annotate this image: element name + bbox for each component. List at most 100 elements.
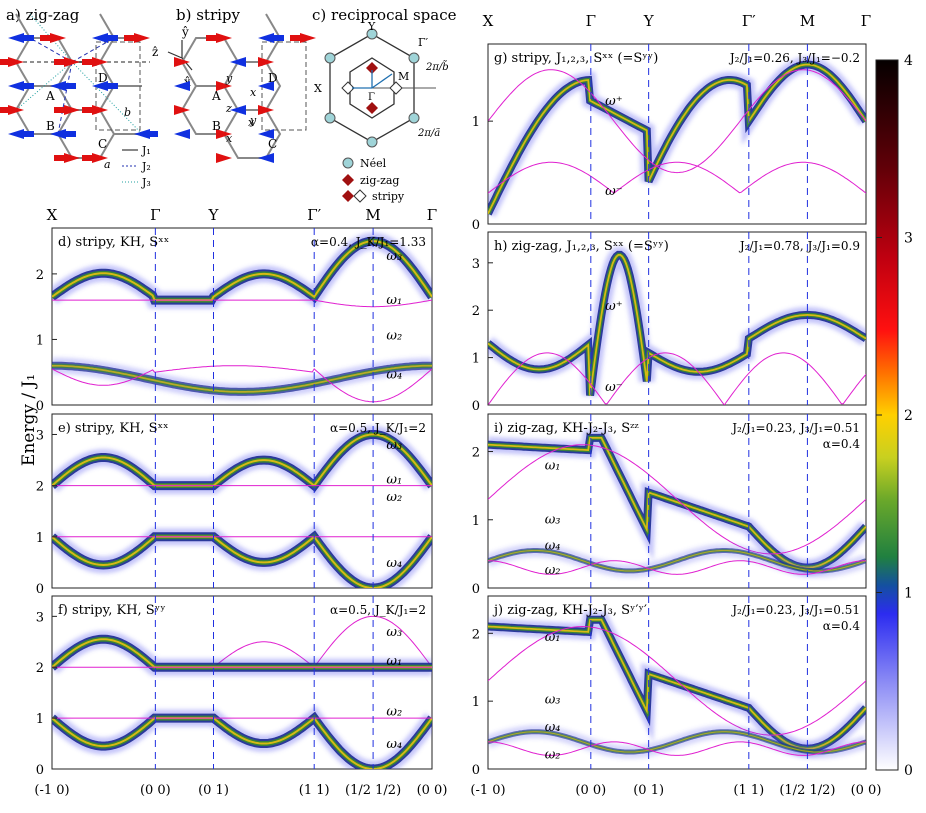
neel-points [324,28,420,148]
spectral-band-peak [488,63,866,215]
dispersion-line [488,69,866,174]
panel-params-2: α=0.4 [823,437,861,451]
axes-triad [167,40,193,71]
panel-a-label: a) zig-zag [6,6,80,24]
mode-label: ω₁ [386,473,402,488]
site-label: D [98,71,108,85]
y-tick-label: 2 [36,268,44,283]
j3-lines-a [15,13,143,135]
y-tick-label: 1 [472,695,480,710]
y-tick-label: 1 [36,333,44,348]
y-tick-label: 1 [472,514,480,529]
spectral-band-peak [488,731,866,753]
legend-zigzag-marker [342,174,354,186]
panel-c-label: c) reciprocal space [312,6,457,24]
panel-title: g) stripy, J₁,₂,₃, Sˣˣ (=Sʸʸ) [494,51,658,66]
mode-label: ω₁ [545,630,561,645]
panel-content [488,611,866,759]
x-tick-symbol: Y [208,206,220,224]
panel-e: 0 1 2 3 e) stripy, KH, Sˣˣ α=0.5, J_K/J₁=2 ω₃ ω… [36,413,433,597]
panel-title: f) stripy, KH, Sʸʸ [58,603,166,618]
panel-params-2: α=0.4 [823,619,861,633]
panel-title: e) stripy, KH, Sˣˣ [58,421,169,436]
spectral-band-peak [488,254,866,396]
y-tick-label: 1 [36,531,44,546]
legend-stripy-marker [342,190,354,202]
axis-y: ŷ [181,25,189,39]
rs-label-m: M [398,70,409,83]
y-tick-label: 3 [36,428,44,443]
vec-b-label: b [124,106,131,119]
y-tick-label: 0 [472,218,480,233]
panel-content [52,426,432,588]
panel-j: 0 1 2 j) zig-zag, KH-J₂-J₃, Sʸ′ʸ′ J₂/J₁=0.23… [472,595,867,778]
x-tick-symbol: Γ′ [307,206,321,224]
spectral-band-peak [52,535,432,588]
panel-i: 0 1 2 i) zig-zag, KH-J₂-J₃, Sᶻᶻ J₂/J₁=0.23, … [472,413,867,597]
y-tick-label: 2 [36,480,44,495]
legend-neel-marker [342,157,354,169]
mode-label: ω₃ [386,249,402,264]
mode-label: ω₂ [386,704,402,719]
panel-h: 0 1 2 3 h) zig-zag, J₁,₂,₃, Sˣˣ (=Sʸʸ) J₂/J₁=… [472,231,867,414]
y-tick-label: 0 [36,582,44,597]
rs-label-x: X [314,82,322,95]
panel-params: α=0.5, J_K/J₁=2 [330,603,426,617]
bond-label: y [225,72,233,85]
mode-label: ω₁ [386,654,402,669]
rs-label-y: Y [367,20,376,33]
x-tick-coord: (1 1) [299,783,330,798]
mode-label: ω₄ [545,720,561,735]
spectral-band-peak [52,716,432,769]
panel-title: j) zig-zag, KH-J₂-J₃, Sʸ′ʸ′ [492,603,647,618]
spectral-band-peak [52,240,432,302]
left-top-symbols: X Γ Y Γ′ M Γ [47,206,438,224]
mode-label: ω⁻ [605,184,622,199]
mode-label: ω⁺ [605,299,622,314]
mode-label: ω₂ [545,563,561,578]
dispersion-line [488,560,866,575]
y-tick-label: 2 [472,304,480,319]
mode-label: ω₄ [386,556,402,571]
colorbar: 4 3 2 1 0 [875,53,913,779]
left-bottom-coords: (-1 0) (0 0) (0 1) (1 1) (1/2 1/2) (0 0) [34,783,447,798]
bond-label: z [225,102,232,115]
mode-label: ω₃ [545,692,561,707]
panel-content [488,56,866,218]
right-bottom-coords: (-1 0) (0 0) (0 1) (1 1) (1/2 1/2) (0 0) [470,783,881,798]
panel-title: d) stripy, KH, Sˣˣ [58,235,169,250]
dispersion-line [488,352,866,405]
x-tick-coord: (-1 0) [470,783,505,798]
mode-label: ω₂ [386,490,402,505]
mode-label: ω₂ [545,748,561,763]
panel-params: J₂/J₁=0.26, J₃/J₁=−0.2 [728,51,860,65]
legend-stripy: stripy [372,190,405,203]
legend-neel: Néel [360,157,387,170]
rs-label-gamma: Γ [368,92,375,103]
y-tick-label: 0 [472,763,480,778]
panel-params: J₂/J₁=0.23, J₃/J₁=0.51 [730,421,860,435]
mode-label: ω₁ [386,293,402,308]
x-tick-coord: (0 0) [417,783,448,798]
rs-label-gammap: Γ′ [418,36,429,49]
vec-a-label: a [104,158,111,171]
x-tick-symbol: Γ [586,12,596,30]
bond-label: x [250,86,257,99]
dispersion-line [52,299,432,308]
zigzag-point [366,102,378,114]
x-tick-coord: (0 0) [851,783,882,798]
legend-j: J₁ J₂ J₃ [122,144,151,189]
dispersion-line [488,161,866,194]
spins-a [0,33,158,163]
colorbar-ticks: 4 3 2 1 0 [876,53,913,779]
x-tick-coord: (1/2 1/2) [779,783,835,798]
spectral-band-peak [52,364,432,393]
dispersion-line [52,365,432,403]
x-tick-symbol: Γ [150,206,160,224]
mode-label: ω₄ [386,737,402,752]
y-tick-label: 2 [472,627,480,642]
x-tick-coord: (0 0) [140,783,171,798]
x-tick-symbol: Γ [861,12,871,30]
